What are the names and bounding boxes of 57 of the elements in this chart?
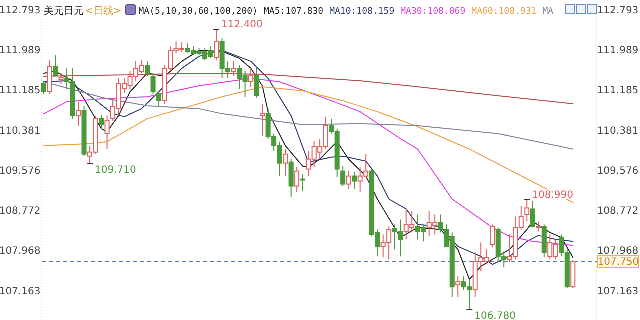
candlestick [456,276,461,298]
candlestick [99,114,104,130]
candlestick [300,174,306,192]
chart-subtitle: <日线> [85,5,122,17]
y2-tick-label: 112.793 [597,6,639,16]
candlestick [260,103,266,136]
candlestick [156,90,162,106]
annotation: MA60:108.931 [472,7,537,17]
y-tick-label: 109.576 [0,166,41,178]
y-tick-label: 111.185 [0,86,41,97]
y-tick-label: 108.772 [0,206,41,218]
y2-tick-label: 111.185 [597,86,639,97]
line-series [44,82,574,150]
chart-title: 美元日元 [44,5,84,17]
candlestick [214,29,220,62]
candlestick [530,200,536,228]
annotation: MA(5,10,30,60,100,200) [138,7,258,17]
candlestick [53,55,58,78]
candlestick [524,199,530,222]
line-series [44,73,574,104]
ref-line-label: 107.750 [598,257,640,268]
annotation: 112.400 [222,20,263,31]
annotation: MA5:107.830 [264,7,324,17]
annotation: MA10:108.159 [330,7,395,17]
y2-tick-label: 109.576 [597,166,639,178]
y-tick-label: 110.381 [0,126,41,137]
y-tick-label: 112.793 [0,6,41,16]
candlestick [490,224,496,248]
candlestick [104,115,110,150]
annotation: MA30:108.069 [400,7,466,17]
annotation: 109.710 [95,164,136,176]
candlestick [340,166,346,187]
candlestick [294,166,300,193]
line-series [44,86,574,204]
candlestick [42,80,47,94]
annotation: 106.780 [474,311,516,320]
y2-tick-label: 107.163 [597,286,639,298]
candlestick [536,221,542,232]
y-tick-label: 107.968 [0,246,41,258]
annotation: MA [542,7,554,17]
candlestick [76,101,82,126]
y2-tick-label: 110.381 [597,126,639,137]
candlestick [231,61,236,78]
candlestick [254,66,260,98]
y-tick-label: 107.163 [0,286,41,298]
y2-tick-label: 107.968 [597,246,639,258]
candlestick [346,170,352,190]
y2-tick-label: 108.772 [597,206,639,218]
y2-tick-label: 111.989 [597,46,639,57]
candlestick [352,172,358,190]
candlestick [145,61,150,78]
candlestick [283,148,288,177]
candlestick [150,73,156,94]
candlestick [58,73,64,84]
candlestick [288,158,294,198]
candlestick [248,68,254,88]
y-tick-label: 111.989 [0,46,41,57]
